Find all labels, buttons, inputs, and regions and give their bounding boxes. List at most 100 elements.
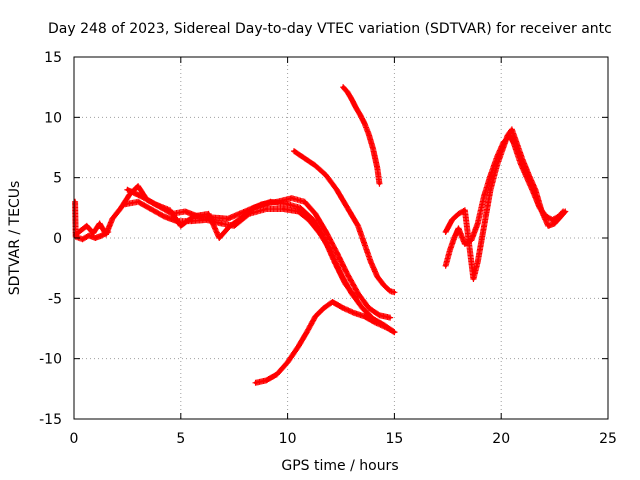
data-point xyxy=(81,237,85,241)
data-point xyxy=(110,217,114,221)
series-markers xyxy=(442,132,567,269)
data-point xyxy=(553,222,557,226)
data-point xyxy=(345,90,349,94)
chart-title: Day 248 of 2023, Sidereal Day-to-day VTE… xyxy=(48,21,612,37)
data-point xyxy=(463,208,467,212)
data-point xyxy=(521,158,525,162)
data-point xyxy=(377,313,381,317)
data-point xyxy=(303,200,307,204)
data-point xyxy=(356,224,360,228)
data-point xyxy=(281,207,285,211)
data-point xyxy=(335,188,339,192)
series-arc-c xyxy=(124,186,359,302)
data-point xyxy=(85,224,89,228)
y-tick-label: 15 xyxy=(44,50,62,66)
series-arc-d xyxy=(291,148,398,296)
data-point xyxy=(480,236,484,240)
data-point xyxy=(482,194,486,198)
x-tick-label: 20 xyxy=(492,431,510,447)
series-arc-i xyxy=(72,198,112,243)
data-point xyxy=(219,222,223,226)
data-point xyxy=(514,139,518,143)
series-arc-g xyxy=(442,132,567,269)
data-point xyxy=(324,173,328,177)
y-axis-label: SDTVAR / TECUs xyxy=(7,181,23,296)
x-tick-label: 0 xyxy=(70,431,79,447)
data-point xyxy=(313,314,317,318)
data-point xyxy=(341,85,345,89)
data-point xyxy=(345,272,349,276)
data-point xyxy=(450,218,454,222)
data-point xyxy=(239,217,243,221)
data-point xyxy=(510,127,514,131)
data-point xyxy=(162,214,166,218)
x-tick-label: 5 xyxy=(176,431,185,447)
data-point xyxy=(286,360,290,364)
data-point xyxy=(476,260,480,264)
data-point xyxy=(369,260,373,264)
data-point xyxy=(149,207,153,211)
data-point xyxy=(471,277,475,281)
x-tick-label: 10 xyxy=(279,431,297,447)
data-point xyxy=(362,314,366,318)
data-point xyxy=(563,209,567,213)
data-point xyxy=(343,282,347,286)
data-point xyxy=(305,330,309,334)
data-point xyxy=(204,218,208,222)
data-point xyxy=(444,230,448,234)
data-point xyxy=(119,206,123,210)
data-point xyxy=(484,212,488,216)
data-point xyxy=(254,381,258,385)
data-point xyxy=(388,316,392,320)
data-point xyxy=(367,132,371,136)
data-point xyxy=(489,188,493,192)
y-tick-label: 10 xyxy=(44,110,62,126)
data-point xyxy=(382,283,386,287)
y-tick-label: 0 xyxy=(53,231,62,247)
series-markers xyxy=(72,198,112,243)
data-point xyxy=(354,296,358,300)
y-tick-label: -10 xyxy=(39,352,62,368)
x-tick-label: 15 xyxy=(385,431,403,447)
data-point xyxy=(296,209,300,213)
data-point xyxy=(286,202,290,206)
series-markers xyxy=(442,126,569,283)
data-point xyxy=(217,236,221,240)
data-point xyxy=(371,147,375,151)
data-point xyxy=(345,206,349,210)
data-point xyxy=(313,212,317,216)
data-point xyxy=(463,242,467,246)
data-point xyxy=(264,207,268,211)
data-point xyxy=(546,224,550,228)
data-point xyxy=(311,218,315,222)
data-point xyxy=(207,212,211,216)
data-point xyxy=(550,218,554,222)
data-series xyxy=(72,84,569,386)
data-point xyxy=(489,173,493,177)
data-point xyxy=(375,166,379,170)
data-point xyxy=(324,230,328,234)
data-point xyxy=(362,121,366,125)
data-point xyxy=(93,236,97,240)
data-point xyxy=(179,224,183,228)
data-point xyxy=(78,229,82,233)
data-point xyxy=(298,206,302,210)
data-point xyxy=(275,372,279,376)
data-point xyxy=(392,290,396,294)
data-point xyxy=(444,264,448,268)
series-markers xyxy=(340,84,383,187)
data-point xyxy=(136,184,140,188)
data-point xyxy=(251,206,255,210)
x-tick-label: 25 xyxy=(599,431,617,447)
data-point xyxy=(100,234,104,238)
data-point xyxy=(335,250,339,254)
data-point xyxy=(360,306,364,310)
data-point xyxy=(533,188,537,192)
data-point xyxy=(358,113,362,117)
data-point xyxy=(226,217,230,221)
x-axis-label: GPS time / hours xyxy=(281,458,398,474)
data-point xyxy=(98,222,102,226)
data-point xyxy=(183,209,187,213)
data-point xyxy=(123,202,127,206)
data-point xyxy=(125,188,129,192)
